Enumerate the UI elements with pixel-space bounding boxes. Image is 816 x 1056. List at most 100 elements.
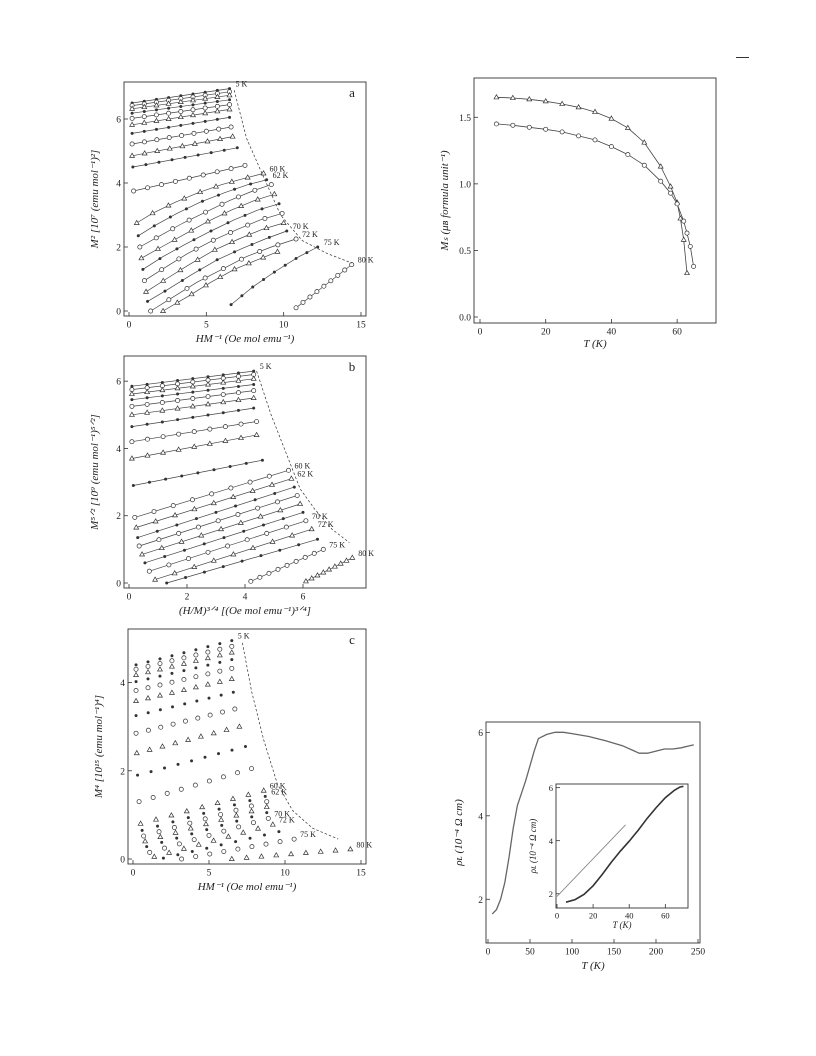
data-point: [198, 268, 202, 272]
data-point: [347, 845, 354, 852]
data-point: [301, 510, 305, 514]
data-point: [195, 699, 199, 703]
data-point: [128, 411, 135, 417]
data-point: [266, 473, 272, 479]
data-point: [321, 283, 327, 289]
data-point: [206, 778, 212, 784]
data-point: [183, 807, 190, 814]
data-point: [214, 108, 221, 114]
data-point: [129, 403, 135, 409]
data-point: [231, 690, 235, 694]
data-point: [226, 106, 233, 112]
data-point: [195, 715, 201, 721]
x-tick-label: 60: [672, 328, 682, 338]
data-point: [264, 530, 270, 536]
data-point: [142, 129, 146, 133]
data-point: [202, 820, 209, 827]
isotherm-label: 70 K: [312, 512, 328, 521]
data-point: [229, 665, 235, 671]
data-point: [273, 491, 277, 495]
axes-a: 0 5 10 15 0 2 4 6 HM⁻¹ (Oe mol emu⁻¹) M² [10⁷ (em…: [89, 81, 367, 345]
data-point: [147, 480, 151, 484]
data-point: [175, 446, 182, 452]
data-point: [215, 99, 219, 103]
data-point: [146, 568, 152, 574]
data-point: [171, 820, 175, 824]
data-point: [677, 215, 684, 221]
data-point: [179, 123, 183, 127]
data-point: [163, 766, 167, 770]
data-point: [239, 256, 244, 262]
data-point: [160, 840, 164, 844]
data-point: [285, 229, 289, 233]
data-point: [283, 263, 287, 267]
data-point: [184, 285, 190, 291]
data-point: [177, 266, 184, 273]
plot-frame: [127, 628, 367, 865]
data-point: [223, 726, 230, 732]
data-point: [291, 836, 297, 842]
data-point: [162, 845, 167, 851]
data-point: [172, 512, 179, 518]
panel-label: c: [349, 632, 355, 647]
data-point: [191, 377, 195, 381]
x-tick-label: 100: [565, 948, 580, 958]
data-point: [277, 506, 284, 513]
data-point: [195, 524, 201, 530]
x-tick-label: 0: [486, 948, 491, 958]
data-point: [133, 666, 139, 672]
data-point: [250, 815, 254, 819]
data-point: [260, 787, 267, 793]
data-point: [218, 660, 222, 664]
data-point: [182, 718, 188, 724]
data-point: [691, 263, 697, 269]
y-tick-label: 6: [478, 729, 483, 739]
series-group-a: 5 K 60 K62 K 70 K72 K 75 K 80 K: [129, 80, 374, 314]
data-point: [131, 165, 135, 169]
y-axis-label: M² [10⁷ (emu mol⁻¹)²]: [89, 150, 101, 250]
data-point: [262, 278, 266, 282]
data-point: [129, 105, 136, 111]
x-tick-label: 6: [301, 593, 306, 603]
isotherm-label: 60 K: [295, 461, 311, 470]
data-point: [154, 127, 158, 131]
data-point: [228, 98, 232, 102]
data-point: [139, 551, 146, 557]
data-point: [221, 373, 225, 377]
data-point: [526, 124, 532, 130]
data-point: [251, 388, 257, 394]
x-tick-label: 0: [478, 328, 483, 338]
data-point: [289, 532, 296, 538]
x-tick-label: 20: [541, 328, 551, 338]
data-point: [342, 267, 348, 273]
data-point: [273, 852, 280, 858]
data-point: [641, 139, 648, 145]
data-point: [189, 97, 196, 103]
data-point: [271, 190, 278, 197]
isotherm-line: [141, 193, 275, 259]
data-point: [235, 846, 241, 852]
data-point: [493, 94, 500, 100]
data-point: [222, 536, 226, 540]
data-point: [161, 856, 165, 860]
data-point: [172, 178, 178, 184]
data-point: [317, 848, 324, 854]
data-point: [183, 155, 187, 159]
data-point: [157, 661, 163, 667]
data-point: [625, 152, 631, 158]
data-point: [263, 803, 270, 809]
data-point: [221, 386, 225, 390]
data-point: [292, 485, 296, 489]
data-point: [184, 207, 188, 211]
data-point: [252, 369, 256, 373]
data-point: [624, 124, 631, 130]
data-point: [177, 113, 184, 120]
data-point: [134, 680, 138, 684]
y-axis-label: M⁴ [10¹⁵ (emu mol⁻¹)⁴]: [93, 695, 105, 799]
x-tick-label: 150: [607, 948, 622, 958]
data-point: [176, 530, 182, 536]
axes-e-inset: 0 20 40 60 2 4 6 T (K) ρʟ (10⁻⁴ Ω cm): [528, 783, 689, 930]
data-point: [175, 398, 181, 403]
data-point: [146, 746, 153, 752]
isotherm-label: 72 K: [279, 816, 295, 825]
